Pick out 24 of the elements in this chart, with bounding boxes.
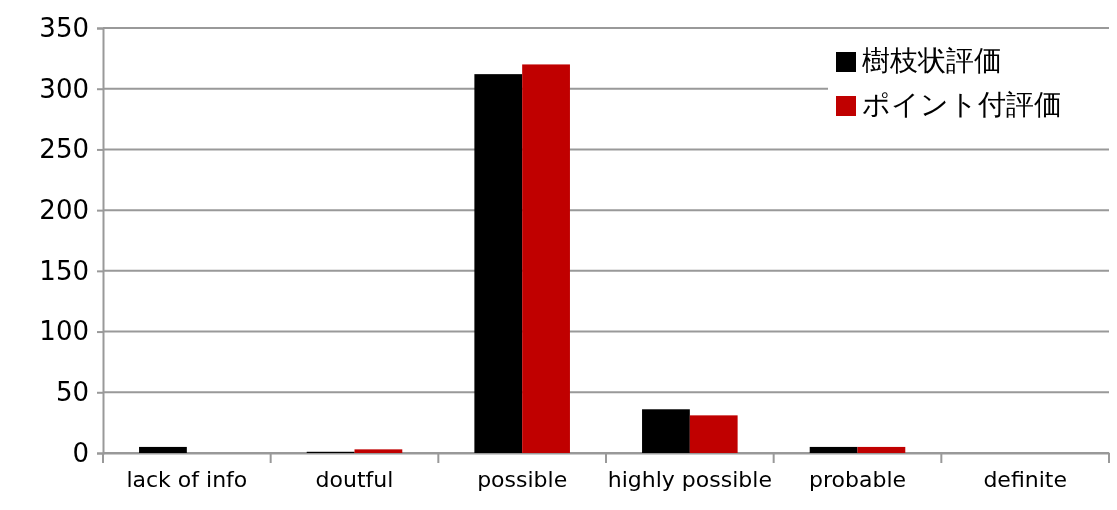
bar bbox=[139, 446, 187, 453]
y-tick-label: 300 bbox=[39, 73, 89, 104]
y-tick-label: 0 bbox=[72, 437, 89, 468]
y-tick-label: 50 bbox=[55, 377, 89, 408]
x-tick-label: lack of info bbox=[126, 466, 248, 492]
y-tick-label: 150 bbox=[39, 255, 89, 286]
bar bbox=[857, 446, 906, 453]
bar bbox=[354, 449, 403, 453]
x-tick-label: probable bbox=[808, 466, 907, 492]
x-tick-label: definite bbox=[983, 466, 1067, 492]
y-tick-label: 200 bbox=[39, 194, 89, 225]
y-tick-label: 350 bbox=[39, 12, 89, 43]
bar bbox=[642, 409, 690, 453]
legend-label: ポイント付評価 bbox=[862, 88, 1062, 121]
y-tick-label: 100 bbox=[39, 316, 89, 347]
bar bbox=[474, 74, 523, 453]
bar bbox=[689, 415, 738, 453]
legend-label: 樹枝状評価 bbox=[862, 44, 1002, 77]
x-tick-label: possible bbox=[477, 466, 568, 492]
bar bbox=[522, 64, 570, 453]
bar bbox=[809, 446, 858, 453]
x-tick-label: doutful bbox=[315, 466, 394, 492]
x-tick-label: highly possible bbox=[607, 466, 772, 492]
y-tick-label: 250 bbox=[39, 134, 89, 165]
